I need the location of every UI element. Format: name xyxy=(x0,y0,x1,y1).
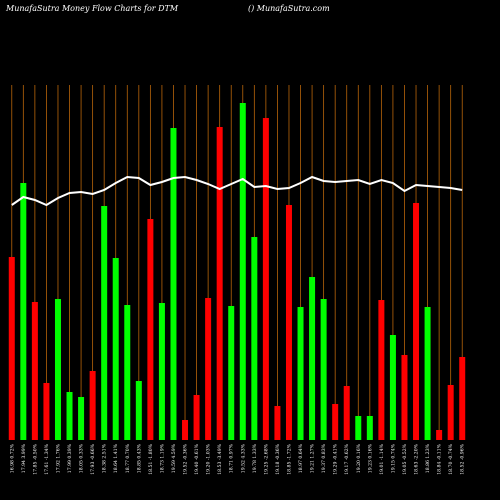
x-tick-label: 19.21 1.27% xyxy=(310,443,316,473)
bar xyxy=(320,299,327,440)
bar xyxy=(112,258,119,440)
bar xyxy=(378,300,385,440)
x-tick-label: 18.77 0.70% xyxy=(125,443,131,473)
x-tick-label: 19.40 -0.61% xyxy=(194,443,200,474)
x-tick-label: 18.73 1.19% xyxy=(159,443,165,473)
bar xyxy=(228,306,235,440)
bar xyxy=(274,406,281,440)
bar xyxy=(8,257,15,440)
bar xyxy=(147,219,154,440)
x-tick-label: 19.17 -0.62% xyxy=(344,443,350,474)
x-tick-label: 18.51 -1.80% xyxy=(148,443,154,474)
x-tick-label: 17.92 1.76% xyxy=(55,443,61,473)
x-tick-label: 18.64 1.41% xyxy=(113,443,119,473)
bar xyxy=(309,277,316,440)
x-tick-label: 17.94 3.99% xyxy=(21,443,27,473)
x-tick-label: 19.20 0.16% xyxy=(356,443,362,473)
bar xyxy=(401,355,408,440)
bar xyxy=(31,302,38,440)
bar xyxy=(262,118,269,440)
bar xyxy=(332,404,339,440)
x-tick-label: 19.05 -0.52% xyxy=(402,443,408,474)
bar xyxy=(343,386,350,440)
bar xyxy=(170,128,177,440)
bar xyxy=(205,298,212,440)
x-tick-label: 18.86 1.23% xyxy=(425,443,431,473)
bar xyxy=(424,307,431,440)
bar xyxy=(158,303,165,440)
bar xyxy=(43,383,50,440)
x-tick-label: 16.98 0.72% xyxy=(9,443,15,473)
x-tick-label: 19.18 -0.36% xyxy=(275,443,281,474)
chart-title: MunafaSutra Money Flow Charts for DTM xyxy=(5,4,179,13)
bar xyxy=(239,103,246,440)
x-tick-label: 18.05 0.33% xyxy=(79,443,85,473)
bar xyxy=(89,371,96,440)
x-tick-label: 19.23 0.16% xyxy=(367,443,373,473)
bar xyxy=(78,397,85,440)
bar xyxy=(366,416,373,440)
x-tick-label: 19.25 -2.68% xyxy=(263,443,269,474)
x-tick-label: 17.85 -0.50% xyxy=(32,443,38,474)
bar xyxy=(389,335,396,440)
bar xyxy=(54,299,61,440)
x-tick-label: 18.85 0.43% xyxy=(136,443,142,473)
bar xyxy=(66,392,73,440)
x-tick-label: 18.97 0.64% xyxy=(298,443,304,473)
x-tick-label: 19.15 0.74% xyxy=(390,443,396,473)
x-tick-label: 18.52 -0.96% xyxy=(460,443,466,474)
bar xyxy=(135,381,142,440)
chart-subtitle: () MunafaSutra.com xyxy=(248,4,330,13)
bar xyxy=(459,357,466,440)
x-tick-label: 17.93 -0.66% xyxy=(90,443,96,474)
bar xyxy=(285,205,292,440)
bar xyxy=(182,420,189,440)
x-tick-label: 19.37 0.83% xyxy=(321,443,327,473)
x-tick-label: 19.78 1.33% xyxy=(252,443,258,473)
bar xyxy=(251,237,258,440)
bar xyxy=(297,307,304,440)
bar xyxy=(124,305,131,440)
bar xyxy=(20,183,27,440)
bar xyxy=(216,127,223,440)
bar xyxy=(436,430,443,440)
x-tick-label: 19.59 4.59% xyxy=(171,443,177,473)
flow-line xyxy=(11,175,463,207)
x-tick-label: 19.52 -0.36% xyxy=(183,443,189,474)
x-tick-label: 17.99 0.39% xyxy=(67,443,73,473)
bar xyxy=(355,416,362,440)
x-tick-label: 17.61 -1.34% xyxy=(44,443,50,474)
x-tick-label: 18.38 2.51% xyxy=(102,443,108,473)
x-tick-label: 19.20 -1.03% xyxy=(206,443,212,474)
x-tick-label: 18.85 -1.72% xyxy=(286,443,292,474)
bar xyxy=(193,395,200,440)
x-tick-label: 18.53 -3.49% xyxy=(217,443,223,474)
x-tick-label: 19.29 -0.41% xyxy=(333,443,339,474)
x-tick-label: 18.63 -2.20% xyxy=(414,443,420,474)
x-tick-label: 18.71 0.97% xyxy=(229,443,235,473)
bar xyxy=(101,206,108,440)
x-tick-label: 19.01 -1.14% xyxy=(379,443,385,474)
x-tick-label: 18.84 -0.11% xyxy=(437,443,443,474)
x-tick-label: 19.52 4.33% xyxy=(240,443,246,473)
bar xyxy=(447,385,454,440)
bar xyxy=(413,203,420,440)
x-tick-label: 18.70 -0.74% xyxy=(448,443,454,474)
